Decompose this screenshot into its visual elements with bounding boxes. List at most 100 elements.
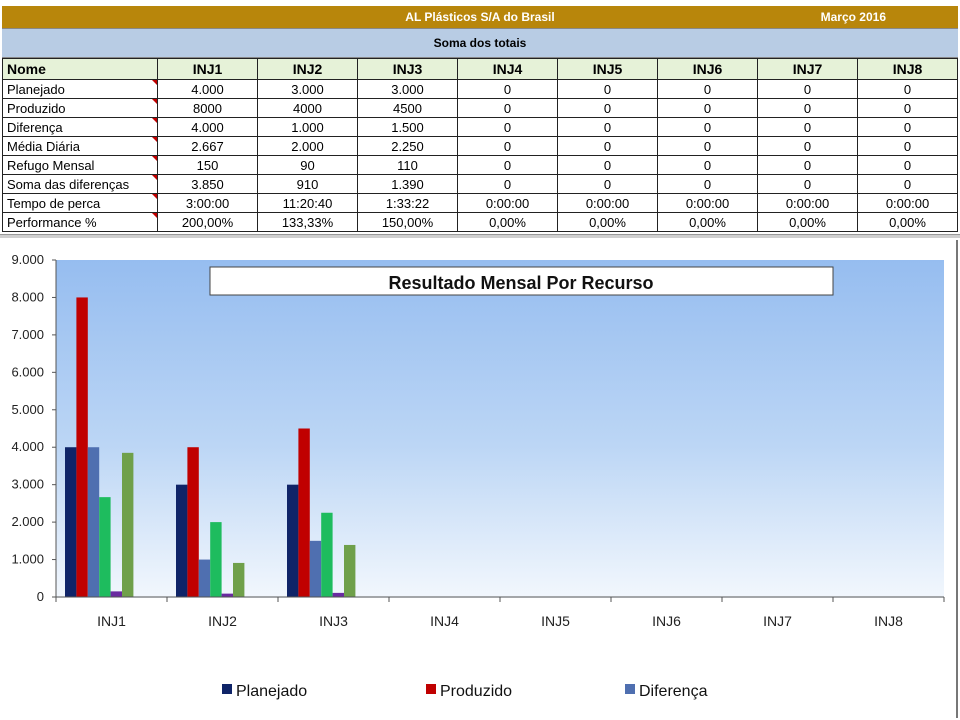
y-tick-label: 2.000 [11,514,44,529]
row-label[interactable]: Planejado [2,79,158,99]
column-header-inj6[interactable]: INJ6 [657,58,758,80]
table-cell[interactable]: 4000 [257,98,358,118]
column-header-inj3[interactable]: INJ3 [357,58,458,80]
table-cell[interactable]: 0 [757,98,858,118]
column-header-inj5[interactable]: INJ5 [557,58,658,80]
table-cell[interactable]: 0:00:00 [557,193,658,213]
y-tick-label: 3.000 [11,477,44,492]
row-label[interactable]: Soma das diferenças [2,174,158,194]
column-header-inj1[interactable]: INJ1 [157,58,258,80]
table-cell[interactable]: 0 [857,117,958,137]
column-header-inj2[interactable]: INJ2 [257,58,358,80]
table-cell[interactable]: 0:00:00 [457,193,558,213]
table-cell[interactable]: 0 [757,174,858,194]
table-cell[interactable]: 0 [457,136,558,156]
table-row: Tempo de perca 3:00:00 11:20:40 1:33:22 0:00… [2,193,958,213]
x-tick-label: INJ6 [652,613,681,629]
period-label: Março 2016 [820,10,886,24]
table-cell[interactable]: 110 [357,155,458,175]
table-cell[interactable]: 200,00% [157,212,258,232]
table-row: Planejado 4.000 3.000 3.000 0 0 0 0 0 [2,79,958,99]
table-cell[interactable]: 2.667 [157,136,258,156]
table-cell[interactable]: 0 [657,174,758,194]
table-cell[interactable]: 0 [757,79,858,99]
x-tick-label: INJ2 [208,613,237,629]
table-cell[interactable]: 0 [557,98,658,118]
y-tick-label: 4.000 [11,439,44,454]
table-cell[interactable]: 1:33:22 [357,193,458,213]
table-cell[interactable]: 11:20:40 [257,193,358,213]
table-cell[interactable]: 0 [757,155,858,175]
table-cell[interactable]: 0,00% [457,212,558,232]
bar [87,447,100,597]
row-label[interactable]: Refugo Mensal [2,155,158,175]
table-cell[interactable]: 0,00% [557,212,658,232]
table-cell[interactable]: 0 [857,136,958,156]
table-cell[interactable]: 0 [557,79,658,99]
table-cell[interactable]: 0 [757,117,858,137]
table-cell[interactable]: 0 [857,98,958,118]
x-tick-label: INJ7 [763,613,792,629]
table-cell[interactable]: 0 [457,98,558,118]
table-cell[interactable]: 0:00:00 [857,193,958,213]
table-cell[interactable]: 0,00% [657,212,758,232]
table-cell[interactable]: 0 [657,117,758,137]
table-cell[interactable]: 0 [557,117,658,137]
bar [321,512,333,597]
x-tick-label: INJ4 [430,613,459,629]
table-cell[interactable]: 0:00:00 [757,193,858,213]
table-cell[interactable]: 0 [557,136,658,156]
table-cell[interactable]: 0 [657,136,758,156]
table-cell[interactable]: 910 [257,174,358,194]
table-cell[interactable]: 3.000 [357,79,458,99]
plot-area [56,260,944,598]
table-cell[interactable]: 90 [257,155,358,175]
table-cell[interactable]: 0 [457,174,558,194]
column-header-name[interactable]: Nome [2,58,158,80]
table-cell[interactable]: 8000 [157,98,258,118]
table-cell[interactable]: 0 [557,155,658,175]
table-cell[interactable]: 3:00:00 [157,193,258,213]
table-cell[interactable]: 0 [857,155,958,175]
row-label[interactable]: Média Diária [2,136,158,156]
legend-swatch [222,684,232,694]
table-cell[interactable]: 4.000 [157,79,258,99]
x-axis: INJ1 INJ2 INJ3 INJ4 INJ5 INJ6 INJ7 INJ8 [55,596,945,629]
table-cell[interactable]: 4.000 [157,117,258,137]
table-cell[interactable]: 0:00:00 [657,193,758,213]
y-tick-label: 8.000 [11,289,44,304]
table-cell[interactable]: 3.850 [157,174,258,194]
table-cell[interactable]: 3.000 [257,79,358,99]
row-label[interactable]: Tempo de perca [2,193,158,213]
column-header-inj4[interactable]: INJ4 [457,58,558,80]
legend-swatch [625,684,635,694]
table-cell[interactable]: 4500 [357,98,458,118]
table-cell[interactable]: 133,33% [257,212,358,232]
table-cell[interactable]: 1.500 [357,117,458,137]
table-cell[interactable]: 0,00% [757,212,858,232]
table-cell[interactable]: 1.000 [257,117,358,137]
row-label[interactable]: Diferença [2,117,158,137]
table-cell[interactable]: 150,00% [357,212,458,232]
row-label[interactable]: Performance % [2,212,158,232]
table-cell[interactable]: 0 [757,136,858,156]
table-cell[interactable]: 0 [557,174,658,194]
column-header-inj7[interactable]: INJ7 [757,58,858,80]
table-cell[interactable]: 0 [457,79,558,99]
table-cell[interactable]: 0,00% [857,212,958,232]
column-header-inj8[interactable]: INJ8 [857,58,958,80]
table-cell[interactable]: 0 [657,79,758,99]
table-cell[interactable]: 0 [857,174,958,194]
row-label[interactable]: Produzido [2,98,158,118]
table-cell[interactable]: 150 [157,155,258,175]
table-cell[interactable]: 0 [657,155,758,175]
table-cell[interactable]: 2.000 [257,136,358,156]
table-cell[interactable]: 2.250 [357,136,458,156]
y-tick-label: 1.000 [11,552,44,567]
table-cell[interactable]: 0 [457,155,558,175]
table-cell[interactable]: 0 [857,79,958,99]
section-divider [0,234,960,238]
table-cell[interactable]: 1.390 [357,174,458,194]
table-cell[interactable]: 0 [457,117,558,137]
table-cell[interactable]: 0 [657,98,758,118]
